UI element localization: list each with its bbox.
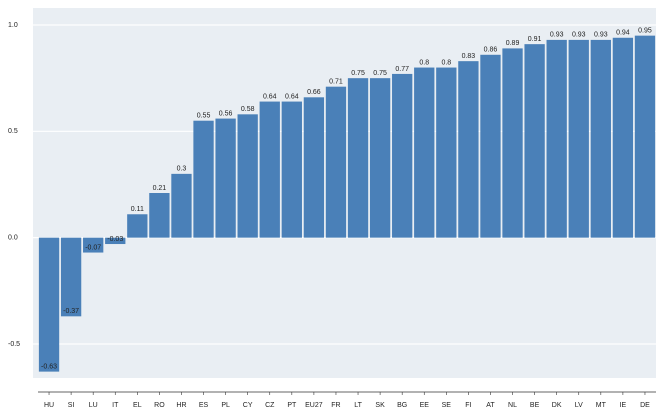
x-tick-label: FR <box>331 402 340 409</box>
bar <box>259 101 280 238</box>
x-tick-label: ES <box>199 402 209 409</box>
bar <box>325 86 347 238</box>
data-label: 0.66 <box>307 89 321 96</box>
data-label: 0.75 <box>373 70 387 77</box>
bar <box>546 39 567 238</box>
bar <box>502 48 523 238</box>
bar <box>590 39 611 238</box>
bar <box>237 114 258 238</box>
x-tick-label: RO <box>154 402 165 409</box>
data-label: 0.89 <box>506 40 520 47</box>
x-tick-label: EU27 <box>305 402 323 409</box>
x-tick-label: PT <box>287 402 297 409</box>
bar <box>105 237 126 245</box>
bar <box>193 120 214 238</box>
x-tick-label: LT <box>354 402 362 409</box>
data-label: 0.95 <box>638 27 652 34</box>
data-label: 0.58 <box>241 106 255 113</box>
x-tick-label: EL <box>133 402 142 409</box>
data-label: 0.21 <box>153 185 167 192</box>
x-tick-label: CY <box>243 402 253 409</box>
bar <box>215 118 236 238</box>
data-label: 0.83 <box>462 53 476 60</box>
data-label: 0.91 <box>528 36 542 43</box>
x-tick-label: SK <box>375 402 385 409</box>
x-tick-label: HU <box>44 402 54 409</box>
data-label: -0.63 <box>41 363 57 370</box>
data-label: -0.37 <box>63 308 79 315</box>
data-label: 0.77 <box>395 66 409 73</box>
y-tick-label: 0.5 <box>8 128 18 135</box>
bar <box>458 61 479 238</box>
bar <box>347 78 369 238</box>
bar <box>83 237 104 253</box>
bar <box>171 173 192 238</box>
x-tick-label: SE <box>442 402 452 409</box>
x-tick-label: IE <box>620 402 627 409</box>
x-tick-label: HR <box>176 402 186 409</box>
data-label: 0.64 <box>263 93 277 100</box>
x-tick-label: FI <box>465 402 471 409</box>
data-label: 0.93 <box>550 32 564 39</box>
bar <box>369 78 391 238</box>
data-label: 0.3 <box>177 166 187 173</box>
x-tick-label: SI <box>68 402 75 409</box>
x-tick-label: LU <box>89 402 98 409</box>
data-label: -0.07 <box>85 244 101 251</box>
data-label: 0.55 <box>197 113 211 120</box>
x-tick-label: DK <box>552 402 562 409</box>
x-tick-label: BE <box>530 402 540 409</box>
bar <box>60 237 82 317</box>
x-tick-label: CZ <box>265 402 275 409</box>
x-tick-label: LV <box>575 402 583 409</box>
y-tick-label: 1.0 <box>8 22 18 29</box>
bar <box>480 54 501 238</box>
data-label: 0.93 <box>572 32 586 39</box>
bar <box>38 237 60 372</box>
bar <box>568 39 589 238</box>
bar <box>612 37 634 238</box>
bar <box>634 35 656 238</box>
x-tick-label: PL <box>221 402 230 409</box>
data-label: 0.71 <box>329 79 343 86</box>
data-label: 0.64 <box>285 93 299 100</box>
x-tick-label: MT <box>596 402 607 409</box>
data-label: 0.56 <box>219 110 233 117</box>
bar <box>127 214 148 238</box>
data-label: 0.11 <box>131 206 144 213</box>
x-tick-label: NL <box>508 402 517 409</box>
data-label: 0.86 <box>484 47 498 54</box>
x-tick-label: BG <box>397 402 407 409</box>
data-label: 0.75 <box>351 70 365 77</box>
x-tick-label: DE <box>640 402 650 409</box>
bar <box>414 67 435 238</box>
x-tick-label: IT <box>112 402 119 409</box>
data-label: 0.93 <box>594 32 608 39</box>
bar <box>392 73 413 238</box>
bar <box>281 101 302 238</box>
x-tick-label: EE <box>420 402 430 409</box>
bar <box>303 97 325 238</box>
x-tick-label: AT <box>486 402 495 409</box>
data-label: 0.94 <box>616 30 630 37</box>
data-label: -0.03 <box>107 236 123 243</box>
y-tick-label: 0.0 <box>8 234 18 241</box>
data-label: 0.8 <box>441 59 451 66</box>
bar <box>149 193 170 238</box>
bar <box>524 44 545 238</box>
y-tick-label: -0.5 <box>8 341 20 348</box>
data-label: 0.8 <box>419 59 429 66</box>
bar <box>436 67 457 238</box>
